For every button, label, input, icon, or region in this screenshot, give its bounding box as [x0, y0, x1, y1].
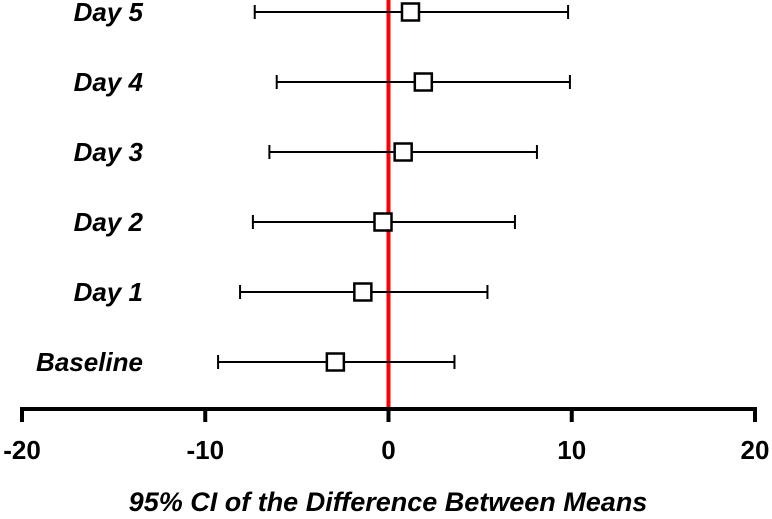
- row-label: Day 2: [74, 207, 144, 237]
- forest-row: Day 5: [74, 0, 570, 27]
- forest-row: Day 1: [74, 277, 489, 307]
- x-axis: -20 -10 0 10 20: [3, 407, 770, 465]
- x-tick-label: 0: [381, 435, 395, 465]
- row-label: Day 3: [74, 137, 144, 167]
- mean-marker: [413, 72, 434, 92]
- rows-layer: Day 5 Day 4 Day 3 Day 2 Day 1 Baseline: [36, 0, 571, 409]
- row-label: Day 1: [74, 277, 143, 307]
- row-label: Baseline: [36, 347, 143, 377]
- x-tick-label: 20: [741, 435, 770, 465]
- mean-marker: [353, 282, 373, 302]
- row-label: Day 5: [74, 0, 144, 27]
- forest-row: Day 3: [74, 137, 538, 167]
- x-axis-title: 95% CI of the Difference Between Means: [129, 487, 648, 517]
- mean-marker: [373, 212, 393, 232]
- forest-row: Day 2: [74, 207, 516, 237]
- mean-marker: [325, 352, 346, 372]
- x-tick-label: -10: [186, 435, 224, 465]
- x-tick-label: -20: [3, 435, 41, 465]
- row-label: Day 4: [74, 67, 144, 97]
- mean-marker: [400, 2, 421, 22]
- x-tick-label: 10: [557, 435, 586, 465]
- forest-row: Baseline: [36, 347, 456, 377]
- forest-row: Day 4: [74, 67, 571, 97]
- mean-marker: [393, 142, 413, 162]
